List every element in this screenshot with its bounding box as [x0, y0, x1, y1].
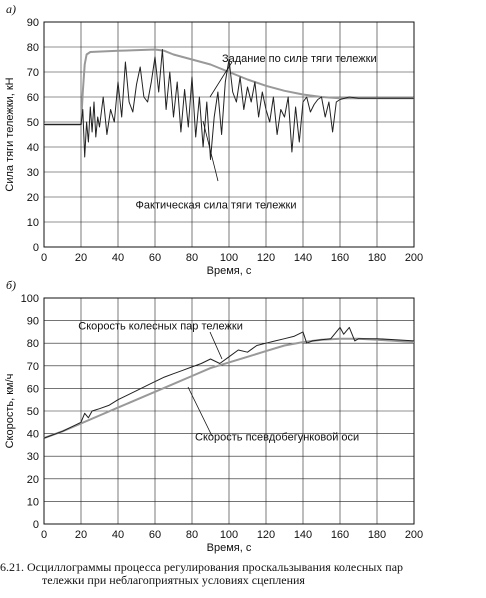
annotation-label: Скорость псевдобегунковой оси: [195, 431, 359, 443]
y-tick-label: 20: [27, 192, 39, 204]
annotation-leader: [187, 386, 213, 437]
x-tick-label: 100: [220, 529, 238, 541]
annotation-leader: [209, 331, 223, 360]
x-tick-label: 120: [257, 252, 275, 264]
y-tick-label: 50: [27, 117, 39, 129]
x-tick-label: 60: [149, 252, 161, 264]
caption-line-1: 6.21. Осциллограммы процесса регулирован…: [0, 560, 404, 574]
y-tick-label: 20: [27, 474, 39, 486]
y-tick-label: 90: [27, 316, 39, 328]
y-tick-label: 30: [27, 167, 39, 179]
plot-frame: [43, 21, 415, 248]
x-tick-label: 20: [75, 529, 87, 541]
y-tick-label: 30: [27, 451, 39, 463]
x-tick-label: 200: [405, 252, 423, 264]
y-tick-label: 70: [27, 67, 39, 79]
y-tick-label: 90: [27, 17, 39, 29]
y-tick-label: 70: [27, 361, 39, 373]
y-tick-label: 10: [27, 496, 39, 508]
y-tick-label: 80: [27, 42, 39, 54]
x-tick-label: 100: [220, 252, 238, 264]
panel-label: а): [6, 2, 16, 16]
y-tick-label: 80: [27, 338, 39, 350]
annotation-label: Фактическая сила тяги тележки: [136, 199, 297, 211]
y-tick-label: 40: [27, 429, 39, 441]
x-tick-label: 0: [41, 252, 47, 264]
x-tick-label: 180: [368, 252, 386, 264]
x-tick-label: 180: [368, 529, 386, 541]
y-axis-label: Скорость, км/ч: [4, 374, 16, 449]
x-axis-label: Время, с: [207, 542, 252, 554]
caption-line-2: тележки при неблагоприятных условиях сце…: [42, 573, 305, 587]
y-tick-label: 50: [27, 406, 39, 418]
y-tick-label: 60: [27, 92, 39, 104]
x-tick-label: 20: [75, 252, 87, 264]
y-tick-label: 100: [21, 293, 39, 305]
chart-a: 0 20 40 60 80 100 120 140 160 180 200 0 10 20 30 40 50 60…: [4, 2, 423, 277]
y-tick-label: 0: [33, 519, 39, 531]
series-line-0: [43, 326, 415, 439]
x-tick-label: 40: [112, 252, 124, 264]
y-tick-label: 60: [27, 383, 39, 395]
series-line-1: [44, 49, 414, 160]
annotation-leader: [202, 120, 219, 182]
x-tick-label: 0: [41, 529, 47, 541]
annotation-leader: [209, 61, 233, 98]
y-axis-label: Сила тяги тележки, кН: [4, 77, 16, 191]
x-tick-label: 140: [294, 529, 312, 541]
panel-label: б): [6, 278, 16, 292]
y-tick-label: 10: [27, 217, 39, 229]
series-line-1: [43, 337, 415, 440]
annotation-label: Скорость колесных пар тележки: [78, 321, 243, 333]
figure-caption: 6.21. Осциллограммы процесса регулирован…: [0, 561, 486, 587]
x-tick-label: 160: [331, 529, 349, 541]
chart-b: 0 20 40 60 80 100 120 140 160 180 200 0 10 20 30 40 50 60…: [4, 278, 423, 554]
x-tick-label: 60: [149, 529, 161, 541]
y-tick-label: 40: [27, 142, 39, 154]
x-tick-label: 80: [186, 252, 198, 264]
plot-frame: [43, 297, 415, 525]
x-tick-label: 200: [405, 529, 423, 541]
x-tick-label: 160: [331, 252, 349, 264]
x-tick-label: 120: [257, 529, 275, 541]
x-axis-label: Время, с: [207, 265, 252, 277]
x-tick-label: 80: [186, 529, 198, 541]
y-tick-label: 0: [33, 242, 39, 254]
x-tick-label: 140: [294, 252, 312, 264]
x-tick-label: 40: [112, 529, 124, 541]
annotation-label: Задание по силе тяги тележки: [222, 53, 377, 65]
